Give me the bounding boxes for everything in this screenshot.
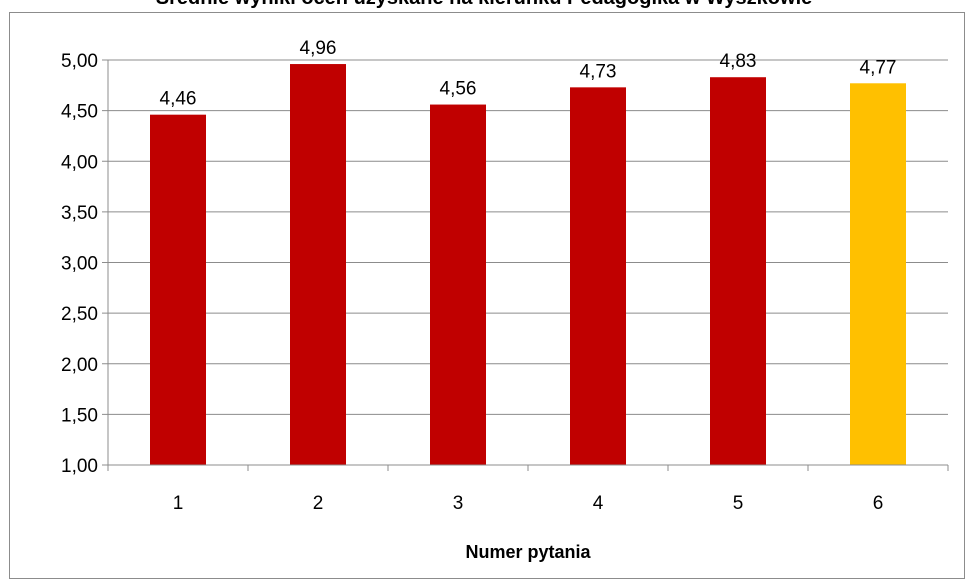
y-tick-label: 5,00 — [61, 51, 98, 72]
y-tick-label: 3,50 — [61, 203, 98, 224]
chart-frame — [9, 12, 965, 579]
x-axis-ticks: 1 2 3 4 5 6 — [107, 464, 949, 514]
data-label-5: 4,83 — [720, 51, 757, 72]
data-label-4: 4,73 — [580, 61, 617, 82]
y-axis-ticks: 1,00 1,50 2,00 2,50 3,00 3,50 4,00 4,50 5,00 — [61, 51, 109, 477]
data-label-1: 4,46 — [160, 89, 197, 110]
x-tick-label: 3 — [453, 493, 464, 514]
y-tick-label: 3,00 — [61, 254, 98, 275]
bar-6 — [850, 83, 906, 465]
y-tick-label: 4,50 — [61, 102, 98, 123]
bar-5 — [710, 77, 766, 466]
bar-1 — [150, 114, 206, 466]
gridlines — [108, 59, 948, 466]
x-tick-label: 4 — [593, 493, 604, 514]
data-label-3: 4,56 — [440, 79, 477, 100]
y-tick-label: 4,00 — [61, 152, 98, 173]
x-tick-label: 2 — [313, 493, 324, 514]
x-tick-label: 1 — [173, 493, 184, 514]
bar-2 — [290, 64, 346, 466]
bars — [150, 64, 906, 466]
y-tick-label: 1,50 — [61, 405, 98, 426]
data-label-2: 4,96 — [300, 38, 337, 59]
x-tick-label: 6 — [873, 493, 884, 514]
data-label-6: 4,77 — [860, 57, 897, 78]
y-tick-label: 2,00 — [61, 355, 98, 376]
data-labels: 4,46 4,96 4,56 4,73 4,83 4,77 — [160, 38, 897, 110]
bar-4 — [570, 87, 626, 466]
chart-title: Średnie wyniki ocen uzyskane na kierunku… — [0, 0, 968, 10]
bar-3 — [430, 104, 486, 466]
y-tick-label: 2,50 — [61, 304, 98, 325]
x-axis-title: Numer pytania — [465, 542, 591, 562]
y-tick-label: 1,00 — [61, 456, 98, 477]
x-tick-label: 5 — [733, 493, 744, 514]
